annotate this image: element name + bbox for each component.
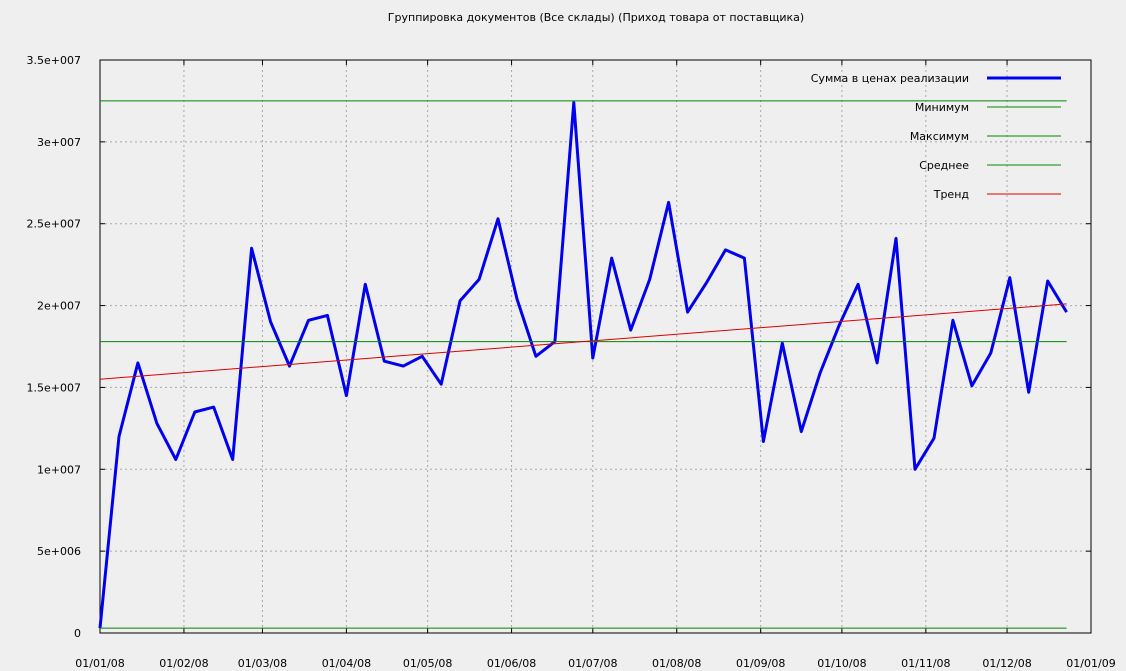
x-tick-label: 01/08/08 bbox=[652, 657, 701, 670]
series-line-4 bbox=[99, 303, 1067, 380]
x-tick-label: 01/07/08 bbox=[568, 657, 617, 670]
x-tick-label: 01/12/08 bbox=[982, 657, 1031, 670]
axis-layer: 01/01/08 01/02/08 01/03/08 01/04/08 01/05/08… bbox=[27, 54, 1116, 670]
legend-label: Сумма в ценах реализации bbox=[811, 72, 969, 85]
y-tick-label: 2e+007 bbox=[37, 300, 81, 313]
legend-label: Тренд bbox=[933, 188, 970, 201]
series-layer bbox=[98, 100, 1068, 629]
y-tick-label: 0 bbox=[74, 627, 81, 640]
legend-label: Среднее bbox=[919, 159, 969, 172]
y-tick-label: 1e+007 bbox=[37, 463, 81, 476]
y-tick-label: 2.5e+007 bbox=[27, 218, 81, 231]
x-tick-label: 01/10/08 bbox=[817, 657, 866, 670]
y-tick-label: 3.5e+007 bbox=[27, 54, 81, 67]
x-tick-label: 01/05/08 bbox=[403, 657, 452, 670]
series-line-0 bbox=[98, 101, 1068, 629]
plot-area bbox=[99, 59, 1092, 634]
chart-title: Группировка документов (Все склады) (При… bbox=[388, 11, 804, 24]
x-tick-label: 01/02/08 bbox=[159, 657, 208, 670]
legend-label: Максимум bbox=[910, 130, 969, 143]
x-tick-label: 01/09/08 bbox=[736, 657, 785, 670]
x-tick-label: 01/03/08 bbox=[238, 657, 287, 670]
x-tick-label: 01/04/08 bbox=[322, 657, 371, 670]
x-tick-label: 01/06/08 bbox=[487, 657, 536, 670]
y-tick-label: 1.5e+007 bbox=[27, 381, 81, 394]
y-tick-label: 5e+006 bbox=[37, 545, 81, 558]
x-tick-label: 01/01/09 bbox=[1066, 657, 1115, 670]
legend: Сумма в ценах реализации Минимум Максимум С… bbox=[811, 72, 1061, 201]
x-tick-label: 01/01/08 bbox=[75, 657, 124, 670]
y-tick-label: 3e+007 bbox=[37, 136, 81, 149]
x-tick-label: 01/11/08 bbox=[901, 657, 950, 670]
legend-label: Минимум bbox=[915, 101, 969, 114]
